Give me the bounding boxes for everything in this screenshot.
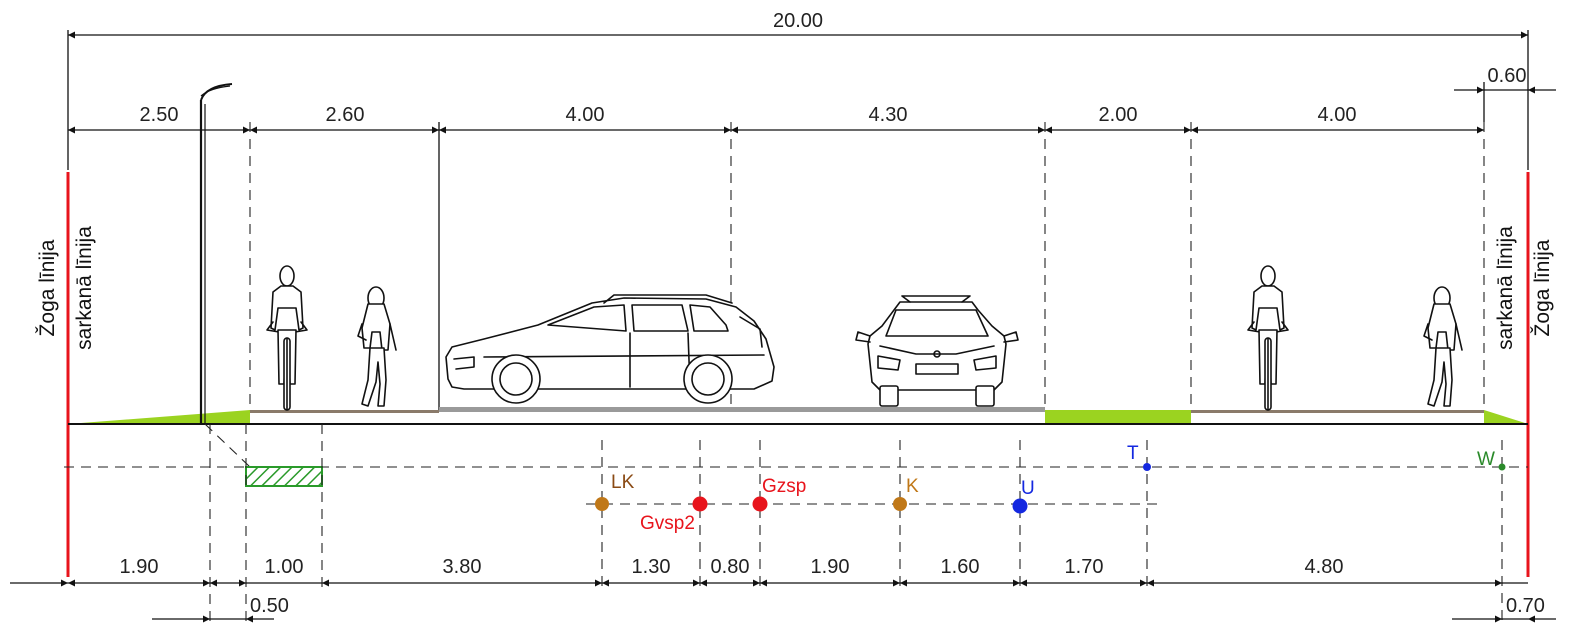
segment-label: 3.80 bbox=[443, 556, 482, 578]
utility-k: K bbox=[893, 476, 919, 511]
segment-label: 4.80 bbox=[1305, 556, 1344, 578]
lamp-cable-lead bbox=[204, 423, 251, 468]
car-front-icon bbox=[855, 295, 1019, 407]
right-red-line-label: sarkanā līnija bbox=[1494, 226, 1517, 350]
utility-label: LK bbox=[611, 472, 635, 493]
right-offset-bottom-label: 0.70 bbox=[1506, 595, 1545, 617]
utility-u: U bbox=[1012, 478, 1035, 514]
utility-gvsp2: Gvsp2 bbox=[640, 496, 708, 534]
utility-label: W bbox=[1477, 449, 1495, 470]
utility-t: T bbox=[1127, 443, 1151, 471]
utility-label: Gzsp bbox=[762, 476, 806, 497]
utility-label: K bbox=[906, 476, 919, 497]
utility-label: U bbox=[1021, 478, 1035, 499]
bottom-dimension-segments: 1.90 1.00 3.80 1.30 0.80 1.90 1.60 1.70 … bbox=[10, 556, 1528, 587]
segment-label: 2.60 bbox=[326, 104, 365, 126]
segment-label: 2.00 bbox=[1099, 104, 1138, 126]
left-boundary: Žoga līnija sarkanā līnija bbox=[36, 172, 96, 577]
utility-lk: LK bbox=[595, 472, 635, 511]
cable-duct bbox=[245, 466, 323, 487]
car-side-icon bbox=[445, 294, 775, 404]
total-width-label: 20.00 bbox=[773, 10, 823, 32]
segment-label: 1.30 bbox=[632, 556, 671, 578]
pedestrian-icon bbox=[1423, 286, 1463, 407]
pedestrian-icon bbox=[357, 286, 397, 407]
segment-label: 1.70 bbox=[1065, 556, 1104, 578]
top-dashed-guides bbox=[249, 122, 1485, 405]
utility-label: T bbox=[1127, 443, 1139, 464]
top-dimension-segments: 2.50 2.60 4.00 4.30 2.00 4.00 bbox=[68, 104, 1484, 134]
left-green-strip bbox=[68, 410, 250, 424]
segment-label: 1.00 bbox=[265, 556, 304, 578]
left-fence-line-label: Žoga līnija bbox=[36, 239, 59, 336]
segment-label: 0.80 bbox=[711, 556, 750, 578]
cyclist-icon bbox=[1247, 265, 1289, 411]
right-sidewalk bbox=[1191, 410, 1484, 413]
right-green-strip bbox=[1484, 410, 1528, 424]
utility-points: LK Gvsp2 Gzsp K U T W bbox=[595, 443, 1506, 534]
left-offset-label: 0.50 bbox=[250, 595, 289, 617]
segment-label: 1.90 bbox=[120, 556, 159, 578]
utility-label: Gvsp2 bbox=[640, 513, 695, 534]
bottom-dimension-offsets: 0.50 0.70 bbox=[152, 595, 1556, 623]
left-red-line-label: sarkanā līnija bbox=[73, 226, 96, 350]
utility-gzsp: Gzsp bbox=[752, 476, 806, 512]
utility-w: W bbox=[1477, 449, 1506, 471]
roadway bbox=[439, 407, 1045, 412]
segment-label: 2.50 bbox=[140, 104, 179, 126]
segment-label: 4.00 bbox=[1318, 104, 1357, 126]
middle-green-strip bbox=[1045, 410, 1191, 424]
top-dimension-total: 20.00 bbox=[67, 10, 1529, 170]
right-fence-line-label: Žoga līnija bbox=[1531, 239, 1554, 336]
segment-label: 1.90 bbox=[811, 556, 850, 578]
segment-label: 4.30 bbox=[869, 104, 908, 126]
top-dimension-right-offset: 0.60 bbox=[1454, 65, 1556, 122]
segment-label: 4.00 bbox=[566, 104, 605, 126]
right-offset-label: 0.60 bbox=[1488, 65, 1527, 87]
bike-path bbox=[250, 410, 439, 413]
bottom-dashed-guides bbox=[209, 424, 1503, 623]
cyclist-icon bbox=[266, 265, 308, 411]
segment-label: 1.60 bbox=[941, 556, 980, 578]
right-boundary: sarkanā līnija Žoga līnija bbox=[1494, 172, 1554, 577]
street-lamp-icon bbox=[199, 83, 233, 424]
